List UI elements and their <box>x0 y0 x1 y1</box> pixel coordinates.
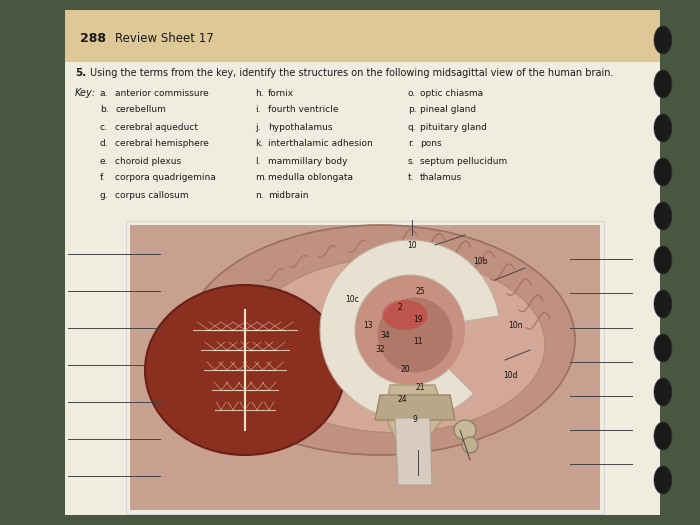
Text: i.: i. <box>255 106 260 114</box>
Ellipse shape <box>185 225 575 455</box>
Ellipse shape <box>377 298 452 373</box>
Ellipse shape <box>454 420 476 440</box>
Ellipse shape <box>654 378 672 406</box>
Text: corpora quadrigemina: corpora quadrigemina <box>115 173 216 183</box>
Text: pons: pons <box>420 140 442 149</box>
Text: 10c: 10c <box>345 296 359 304</box>
Text: optic chiasma: optic chiasma <box>420 89 483 98</box>
Text: corpus callosum: corpus callosum <box>115 191 188 200</box>
Text: 24: 24 <box>397 395 407 404</box>
Polygon shape <box>320 240 499 420</box>
Text: anterior commissure: anterior commissure <box>115 89 209 98</box>
Ellipse shape <box>382 300 428 330</box>
Text: h.: h. <box>255 89 264 98</box>
Bar <box>65 10 660 62</box>
Text: 2: 2 <box>398 303 402 312</box>
Text: 10d: 10d <box>503 371 517 380</box>
Bar <box>65 10 660 515</box>
Ellipse shape <box>654 466 672 494</box>
Text: thalamus: thalamus <box>420 173 462 183</box>
Text: 20: 20 <box>400 365 410 374</box>
Text: 32: 32 <box>375 345 385 354</box>
Text: k.: k. <box>255 140 263 149</box>
Ellipse shape <box>462 437 478 453</box>
Text: q.: q. <box>408 122 416 131</box>
Ellipse shape <box>654 26 672 54</box>
Text: n.: n. <box>255 191 264 200</box>
Text: 10b: 10b <box>473 257 487 267</box>
Text: septum pellucidum: septum pellucidum <box>420 156 508 165</box>
Bar <box>126 221 604 514</box>
Text: fornix: fornix <box>268 89 294 98</box>
Text: c.: c. <box>100 122 108 131</box>
Text: 34: 34 <box>380 331 390 340</box>
Text: pituitary gland: pituitary gland <box>420 122 487 131</box>
Text: interthalamic adhesion: interthalamic adhesion <box>268 140 372 149</box>
Text: 10n: 10n <box>508 320 522 330</box>
Text: hypothalamus: hypothalamus <box>268 122 332 131</box>
Text: 13: 13 <box>363 320 373 330</box>
Text: Review Sheet 17: Review Sheet 17 <box>115 32 214 45</box>
Ellipse shape <box>654 202 672 230</box>
Text: Using the terms from the key, identify the structures on the following midsagitt: Using the terms from the key, identify t… <box>90 68 613 78</box>
Text: 9: 9 <box>412 415 417 425</box>
Text: e.: e. <box>100 156 108 165</box>
Text: d.: d. <box>100 140 108 149</box>
Text: 288: 288 <box>80 32 106 45</box>
Text: t.: t. <box>408 173 414 183</box>
Text: 5.: 5. <box>75 68 86 78</box>
Ellipse shape <box>654 422 672 450</box>
Polygon shape <box>395 418 432 485</box>
Text: r.: r. <box>408 140 414 149</box>
Polygon shape <box>385 385 445 450</box>
Ellipse shape <box>355 275 465 385</box>
Ellipse shape <box>654 158 672 186</box>
Text: 21: 21 <box>415 383 425 393</box>
Text: choroid plexus: choroid plexus <box>115 156 181 165</box>
Text: 11: 11 <box>413 338 423 346</box>
Text: p.: p. <box>408 106 416 114</box>
Bar <box>130 225 600 510</box>
Ellipse shape <box>145 285 345 455</box>
Text: m.: m. <box>255 173 267 183</box>
Ellipse shape <box>654 246 672 274</box>
Text: cerebral hemisphere: cerebral hemisphere <box>115 140 209 149</box>
Text: mammillary body: mammillary body <box>268 156 347 165</box>
Text: b.: b. <box>100 106 108 114</box>
Ellipse shape <box>654 114 672 142</box>
Text: f.: f. <box>100 173 106 183</box>
Text: fourth ventricle: fourth ventricle <box>268 106 339 114</box>
Ellipse shape <box>654 70 672 98</box>
Text: l.: l. <box>255 156 260 165</box>
Text: cerebellum: cerebellum <box>115 106 166 114</box>
Ellipse shape <box>654 290 672 318</box>
Text: midbrain: midbrain <box>268 191 309 200</box>
Ellipse shape <box>654 334 672 362</box>
Text: 25: 25 <box>415 288 425 297</box>
Text: cerebral aqueduct: cerebral aqueduct <box>115 122 198 131</box>
Text: a.: a. <box>100 89 108 98</box>
Text: Key:: Key: <box>75 88 96 98</box>
Text: medulla oblongata: medulla oblongata <box>268 173 353 183</box>
Text: 10: 10 <box>407 240 416 249</box>
Text: s.: s. <box>408 156 416 165</box>
Text: 19: 19 <box>413 316 423 324</box>
Polygon shape <box>375 395 455 420</box>
Ellipse shape <box>245 257 545 433</box>
Text: g.: g. <box>100 191 108 200</box>
Text: o.: o. <box>408 89 416 98</box>
Text: pineal gland: pineal gland <box>420 106 476 114</box>
Text: j.: j. <box>255 122 260 131</box>
